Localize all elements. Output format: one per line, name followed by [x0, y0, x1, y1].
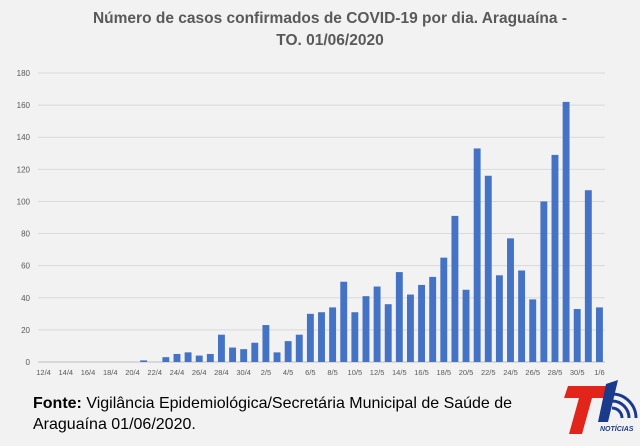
bar-10/5 — [351, 312, 359, 362]
bar-22/5 — [484, 175, 492, 362]
bar-15/5 — [406, 294, 414, 362]
logo-text: NOTÍCIAS — [600, 426, 634, 433]
y-tick-label: 80 — [21, 230, 30, 239]
bar-9/5 — [340, 281, 348, 362]
x-tick-label: 24/4 — [170, 368, 185, 377]
x-tick-label: 18/5 — [436, 368, 451, 377]
bar-19/5 — [451, 215, 459, 362]
bar-17/5 — [429, 276, 437, 362]
bar-4/5 — [284, 341, 292, 362]
y-axis-ticks: 0 20 40 60 80 100 120 140 160 180 — [17, 69, 31, 367]
x-tick-label: 14/5 — [392, 368, 407, 377]
logo-wave-3 — [611, 392, 638, 419]
x-tick-label: 16/5 — [414, 368, 429, 377]
y-tick-label: 40 — [21, 294, 30, 303]
x-tick-label: 4/5 — [283, 368, 293, 377]
y-tick-label: 140 — [17, 133, 31, 142]
bar-29/4 — [229, 347, 237, 362]
bar-24/5 — [507, 238, 514, 362]
bar-23/4 — [162, 357, 170, 362]
bar-26/5 — [529, 299, 537, 362]
x-tick-label: 2/5 — [261, 368, 271, 377]
bar-28/5 — [551, 154, 559, 362]
bar-24/4 — [173, 353, 181, 362]
x-tick-label: 26/4 — [192, 368, 207, 377]
x-tick-label: 6/5 — [305, 368, 315, 377]
source-label: Fonte: — [33, 395, 82, 412]
t1-noticias-logo — [564, 380, 638, 434]
x-tick-label: 16/4 — [81, 368, 96, 377]
source-line-1: Vigilância Epidemiológica/Secretária Mun… — [86, 395, 513, 412]
y-tick-label: 180 — [17, 69, 31, 78]
bar-29/5 — [562, 101, 570, 363]
logo-one-shape — [598, 380, 618, 422]
bar-1/5 — [251, 342, 259, 362]
bar-18/5 — [440, 257, 448, 362]
bar-20/5 — [462, 289, 470, 362]
x-axis-ticks: 12/4 14/4 16/4 18/4 20/4 22/4 24/4 26/4 28/4 30/4… — [36, 368, 604, 377]
x-tick-label: 22/5 — [481, 368, 496, 377]
bar-16/5 — [418, 284, 426, 362]
bar-8/5 — [329, 307, 337, 362]
x-tick-label: 10/5 — [348, 368, 363, 377]
chart-title-line-2: TO. 01/06/2020 — [276, 32, 384, 49]
bar-23/5 — [495, 275, 503, 362]
bar-21/5 — [473, 148, 481, 362]
x-tick-label: 20/5 — [459, 368, 474, 377]
x-tick-label: 8/5 — [327, 368, 337, 377]
x-tick-label: 24/5 — [503, 368, 518, 377]
bar-28/4 — [217, 334, 225, 362]
x-tick-label: 12/5 — [370, 368, 385, 377]
bar-31/5 — [584, 190, 592, 362]
bar-27/5 — [540, 201, 548, 362]
logo-t-shape — [564, 386, 608, 434]
x-tick-label: 12/4 — [36, 368, 51, 377]
bar-7/5 — [318, 312, 325, 362]
x-tick-label: 30/5 — [570, 368, 585, 377]
bar-25/4 — [184, 352, 192, 362]
x-tick-label: 26/5 — [525, 368, 540, 377]
bar-13/5 — [384, 304, 392, 362]
chart-title: Número de casos confirmados de COVID-19 … — [40, 8, 620, 52]
x-tick-label: 28/5 — [548, 368, 563, 377]
chart-title-line-1: Número de casos confirmados de COVID-19 … — [92, 10, 567, 27]
x-tick-label: 14/4 — [58, 368, 73, 377]
x-tick-label: 22/4 — [147, 368, 162, 377]
x-tick-label: 20/4 — [125, 368, 140, 377]
bar-21/4 — [140, 360, 148, 362]
bar-1/6 — [595, 307, 603, 362]
bar-27/4 — [206, 353, 214, 362]
y-tick-label: 0 — [26, 358, 31, 367]
x-tick-label: 18/4 — [103, 368, 118, 377]
bar-6/5 — [306, 313, 314, 362]
bar-14/5 — [395, 272, 403, 362]
bar-12/5 — [373, 286, 381, 362]
y-tick-label: 120 — [17, 165, 31, 174]
x-tick-label: 1/6 — [594, 368, 604, 377]
source-line-2: Araguaína 01/06/2020. — [33, 416, 196, 433]
y-tick-label: 100 — [17, 197, 31, 206]
bar-25/5 — [518, 270, 526, 362]
logo-wave-2 — [611, 399, 631, 419]
bar-2/5 — [262, 325, 270, 362]
bar-11/5 — [362, 296, 370, 362]
y-tick-label: 20 — [21, 326, 30, 335]
bars — [140, 101, 603, 363]
x-tick-label: 30/4 — [236, 368, 251, 377]
bar-5/5 — [295, 334, 303, 362]
bar-3/5 — [273, 352, 281, 362]
bar-30/5 — [573, 309, 581, 362]
y-tick-label: 60 — [21, 262, 30, 271]
bar-26/4 — [195, 355, 203, 362]
x-tick-label: 28/4 — [214, 368, 229, 377]
y-tick-label: 160 — [17, 101, 31, 110]
bar-30/4 — [240, 349, 248, 362]
source-note: Fonte: Vigilância Epidemiológica/Secretá… — [33, 393, 573, 435]
logo-wave-1 — [611, 406, 624, 419]
